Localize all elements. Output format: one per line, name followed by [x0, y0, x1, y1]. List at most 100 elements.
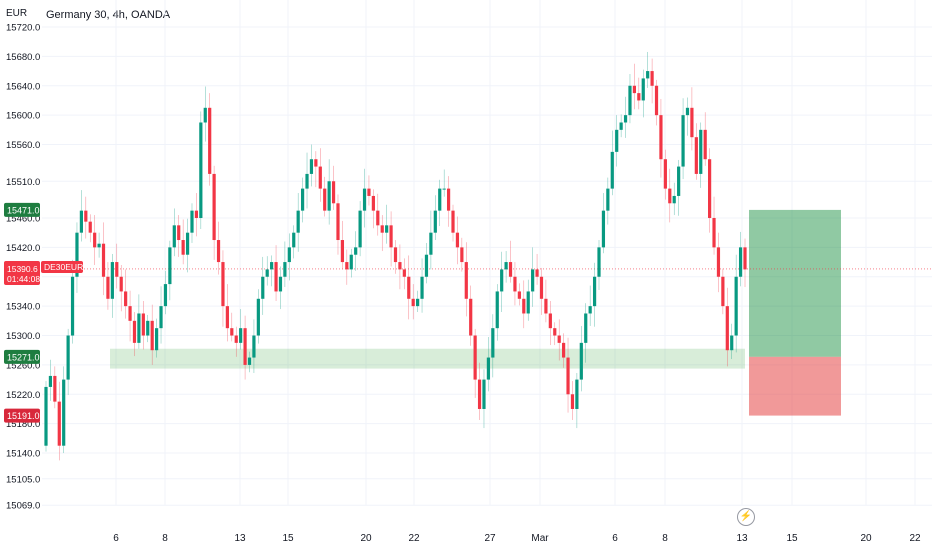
- candle-body: [592, 276, 597, 307]
- y-tick-label: 15220.0: [6, 390, 40, 401]
- candle-body: [300, 188, 305, 211]
- candle-body: [579, 342, 583, 380]
- y-tick-label: 15640.0: [6, 81, 40, 92]
- candle-body: [265, 269, 269, 277]
- candle-body: [482, 379, 486, 409]
- candle-body: [177, 225, 181, 241]
- candle-body: [128, 306, 132, 321]
- x-tick-label: 22: [909, 533, 921, 544]
- candle-body: [632, 85, 636, 94]
- candles: [44, 51, 747, 461]
- stop-price-value: 15191.0: [7, 411, 40, 421]
- entry-price-badge: [4, 349, 40, 364]
- candle-body: [380, 225, 384, 233]
- candle-body: [48, 375, 53, 387]
- candle-body: [393, 247, 398, 263]
- candle-body: [66, 335, 70, 380]
- candle-body: [97, 243, 101, 248]
- candle-body: [349, 254, 353, 270]
- candle-body: [522, 298, 526, 314]
- currency-label: EUR: [6, 8, 28, 19]
- x-tick-label: Mar: [531, 533, 549, 544]
- candle-body: [668, 188, 672, 204]
- candle-body: [385, 225, 389, 233]
- candle-body: [416, 298, 420, 307]
- x-tick-label: 15: [786, 533, 798, 544]
- candle-body: [500, 269, 504, 292]
- candle-body: [504, 262, 508, 270]
- candle-body: [597, 247, 601, 277]
- y-tick-label: 15260.0: [6, 360, 40, 371]
- candle-body: [708, 159, 712, 218]
- candle-body: [566, 357, 570, 395]
- candle-body: [469, 298, 473, 336]
- lightning-bolt-icon[interactable]: ⚡: [737, 508, 755, 526]
- candle-body: [159, 306, 163, 329]
- candle-body: [716, 247, 721, 277]
- countdown-label: 01:44:08: [7, 274, 40, 284]
- y-tick-label: 15105.0: [6, 474, 40, 485]
- candle-body: [331, 181, 336, 204]
- candle-body: [641, 78, 645, 101]
- last-price-value: 15390.6: [7, 264, 38, 274]
- candle-body: [185, 232, 190, 255]
- zone-support: [110, 348, 745, 369]
- candle-body: [606, 188, 610, 211]
- x-tick-label: 13: [736, 533, 748, 544]
- candle-body: [389, 225, 393, 248]
- candle-body: [464, 262, 468, 299]
- candle-body: [610, 151, 614, 189]
- candle-body: [101, 243, 106, 277]
- time-axis: 6 8 13 15 20 22 27 Mar 6 8 13 15 20 22: [113, 533, 921, 544]
- candle-body: [283, 262, 287, 277]
- y-tick-label: 15680.0: [6, 52, 40, 63]
- candle-body: [703, 129, 707, 160]
- candle-body: [721, 276, 725, 307]
- candle-body: [477, 379, 482, 409]
- candle-body: [168, 247, 172, 285]
- candle-body: [141, 313, 145, 336]
- candle-body: [548, 313, 552, 329]
- y-tick-label: 15180.0: [6, 419, 40, 430]
- candle-body: [309, 159, 314, 174]
- candle-body: [570, 394, 575, 409]
- candle-body: [278, 276, 283, 292]
- candle-body: [531, 269, 535, 292]
- candle-body: [79, 210, 83, 233]
- candle-body: [274, 262, 278, 292]
- candle-body: [491, 328, 495, 358]
- candle-body: [402, 269, 406, 277]
- candle-body: [252, 335, 256, 358]
- candle-body: [646, 71, 650, 79]
- candle-body: [376, 210, 380, 226]
- candle-body: [354, 247, 358, 255]
- price-labels: 15471.0 15390.601:44:08 DE30EUR 15271.0 1519…: [4, 202, 83, 423]
- candle-body: [637, 93, 641, 101]
- candle-body: [93, 232, 97, 248]
- symbol-label: DE30EUR: [44, 262, 83, 272]
- candle-body: [424, 254, 429, 277]
- zone-loss: [749, 356, 841, 416]
- candle-body: [203, 107, 207, 123]
- candle-body: [150, 320, 154, 351]
- candle-body: [292, 232, 296, 248]
- candle-body: [420, 276, 424, 299]
- candle-body: [495, 291, 499, 329]
- candle-body: [163, 284, 168, 307]
- y-tick-label: 15600.0: [6, 111, 40, 122]
- candle-body: [615, 129, 619, 152]
- candle-body: [261, 276, 265, 299]
- candle-body: [318, 166, 322, 189]
- y-tick-label: 15300.0: [6, 331, 40, 342]
- y-tick-label: 15560.0: [6, 140, 40, 151]
- candle-body: [230, 328, 234, 336]
- candle-body: [694, 137, 698, 174]
- candle-body: [438, 188, 442, 211]
- candle-body: [738, 247, 743, 277]
- y-tick-label: 15340.0: [6, 302, 40, 313]
- candle-body: [553, 328, 557, 336]
- candle-body: [584, 313, 588, 343]
- candle-body: [539, 276, 544, 299]
- candle-body: [225, 306, 229, 329]
